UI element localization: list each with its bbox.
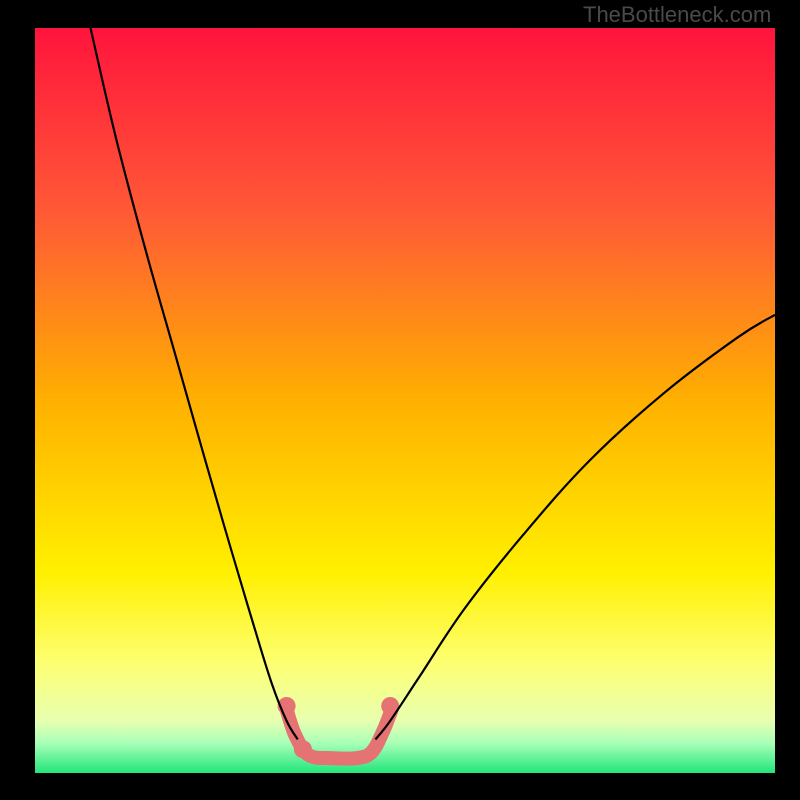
watermark-text: TheBottleneck.com [583, 2, 771, 28]
chart-stage: TheBottleneck.com [0, 0, 800, 800]
plot-gradient-background [35, 28, 775, 773]
